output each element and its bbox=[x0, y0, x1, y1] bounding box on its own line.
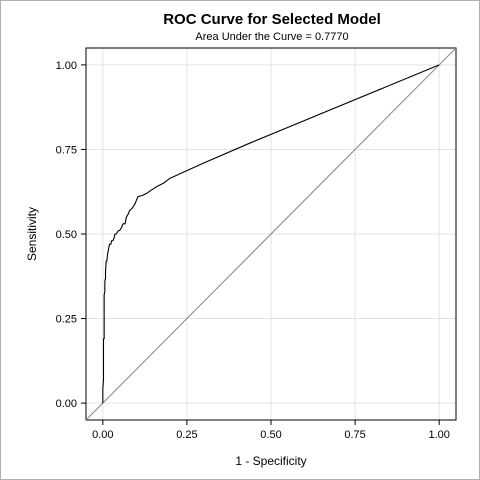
y-tick-label: 0.50 bbox=[56, 229, 77, 241]
x-tick-label: 0.25 bbox=[176, 429, 197, 441]
chart-subtitle: Area Under the Curve = 0.7770 bbox=[195, 31, 348, 43]
y-tick-label: 0.00 bbox=[56, 398, 77, 410]
roc-curve-line bbox=[102, 64, 440, 404]
x-axis-label: 1 - Specificity bbox=[235, 454, 306, 468]
x-tick-label: 0.75 bbox=[344, 429, 365, 441]
x-tick-label: 0.00 bbox=[92, 429, 113, 441]
y-tick-label: 0.75 bbox=[56, 144, 77, 156]
y-axis-label: Sensitivity bbox=[25, 207, 39, 261]
axis-ticks: 0.00 0.25 0.50 0.75 1.00 0.00 0.25 0.50 0.75 1.00 bbox=[56, 60, 450, 441]
grid bbox=[86, 48, 456, 420]
chart-title: ROC Curve for Selected Model bbox=[163, 11, 381, 28]
x-tick-label: 0.50 bbox=[260, 429, 281, 441]
reference-diagonal-line bbox=[85, 47, 457, 421]
y-tick-label: 1.00 bbox=[56, 60, 77, 72]
series-group bbox=[85, 47, 457, 421]
x-tick-label: 1.00 bbox=[428, 429, 449, 441]
y-tick-label: 0.25 bbox=[56, 314, 77, 326]
